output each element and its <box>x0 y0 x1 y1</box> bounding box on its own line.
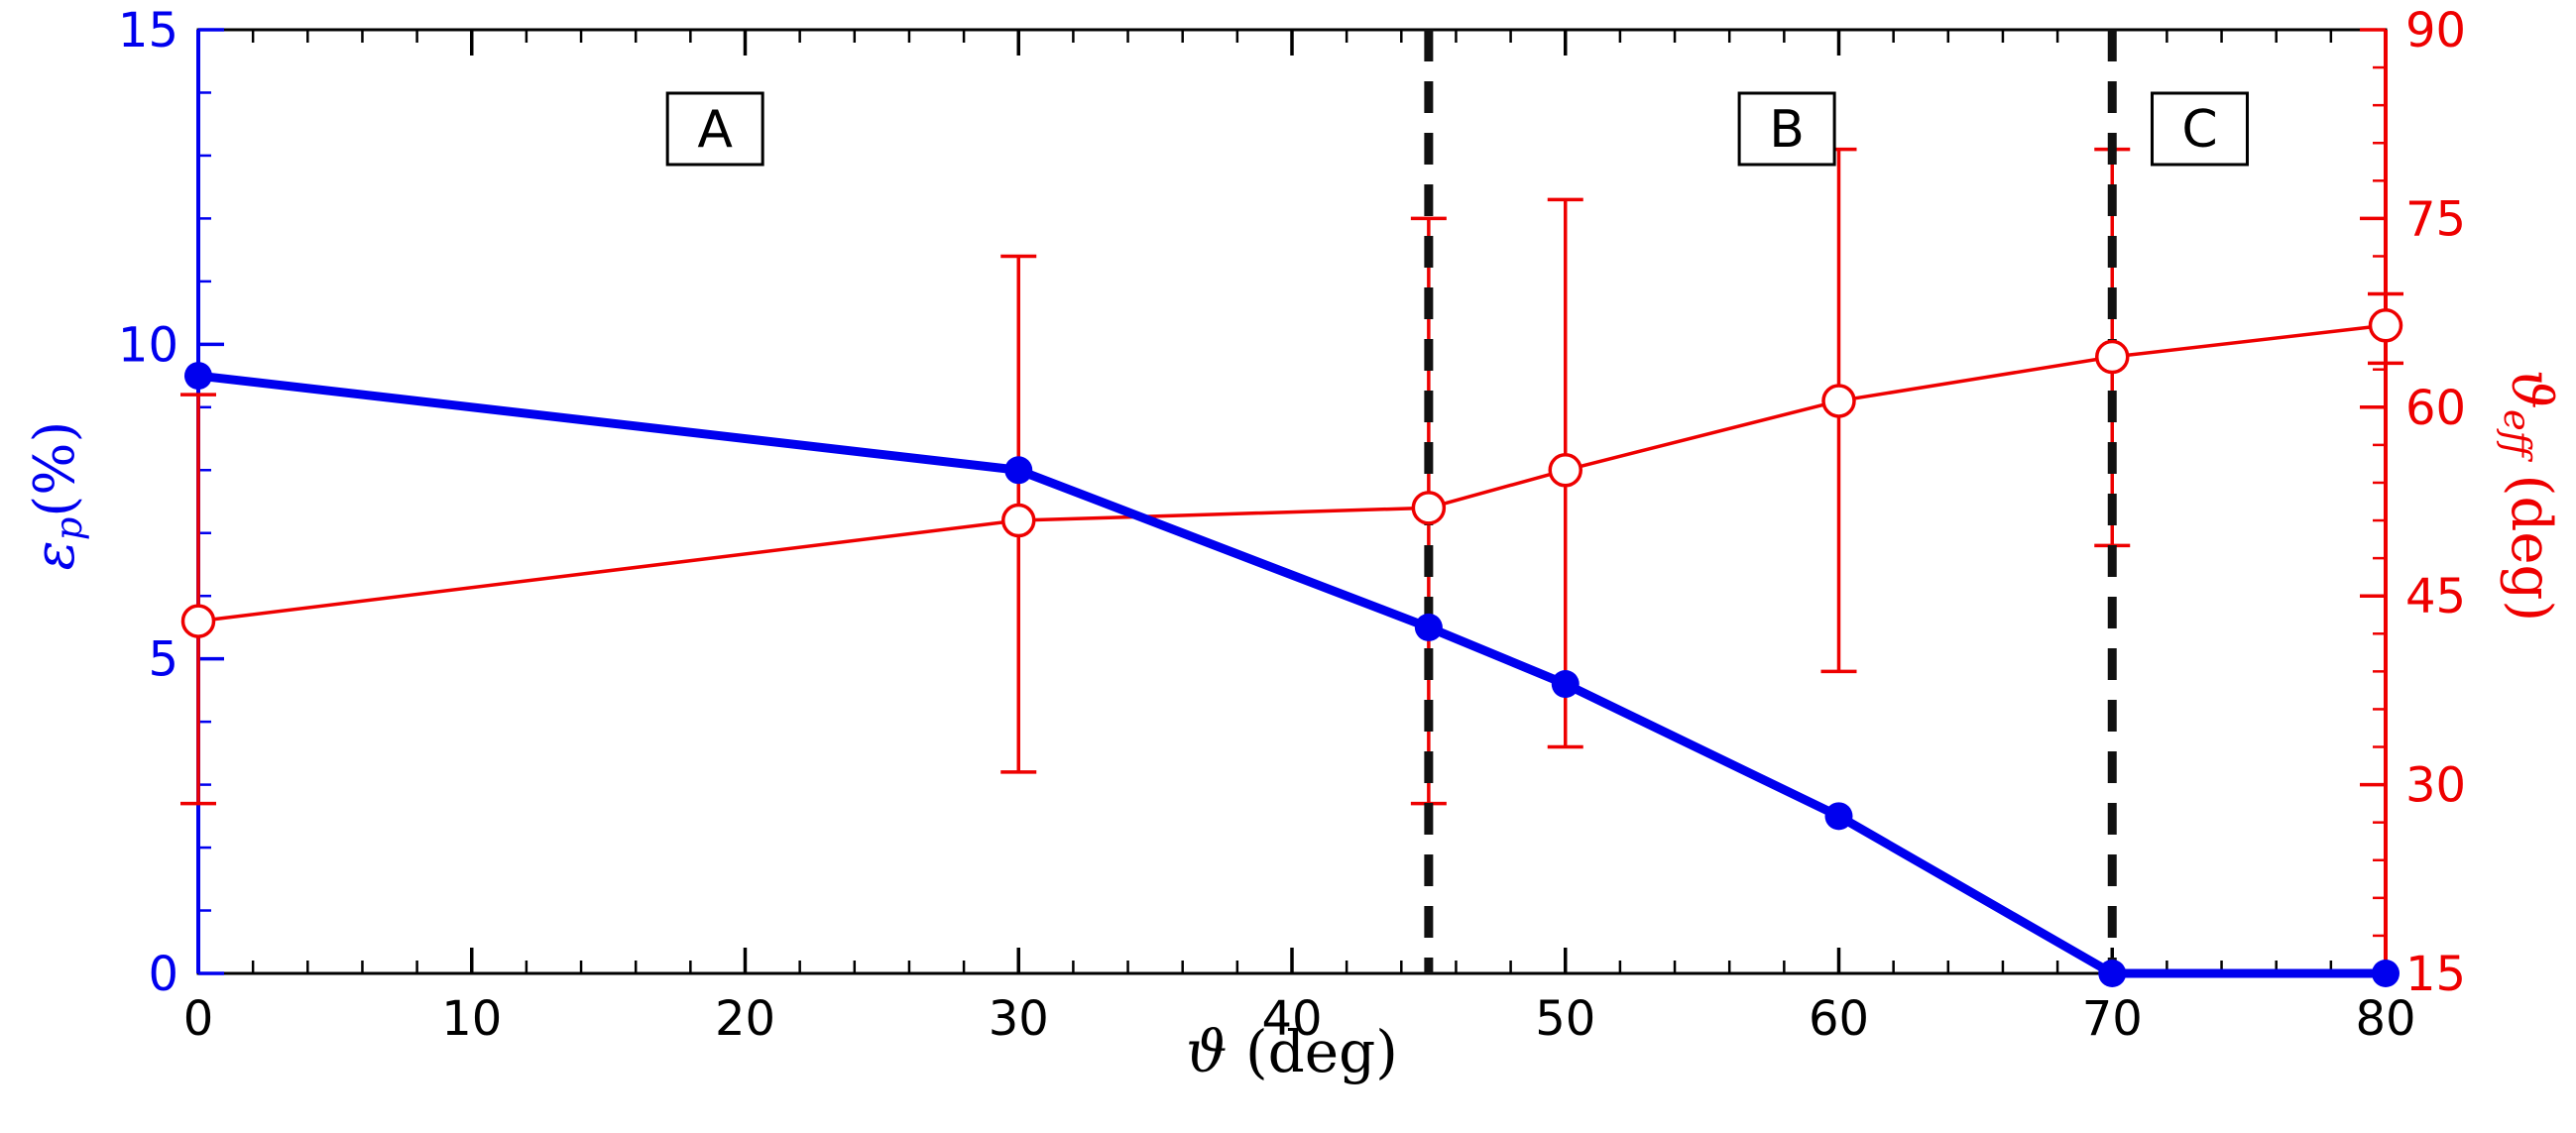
x-tick-label: 60 <box>1809 991 1869 1047</box>
epsilon-p-line <box>193 371 2391 978</box>
left-y-subscript: p <box>48 516 91 541</box>
x-axis-unit: (deg) <box>1227 1018 1398 1085</box>
x-tick-label: 50 <box>1535 991 1595 1047</box>
right-y-axis-label: ϑeff (deg) <box>2496 370 2563 622</box>
left-tick-label: 0 <box>148 947 178 1002</box>
epsilon-p-marker <box>2372 960 2400 987</box>
x-tick-label: 20 <box>715 991 775 1047</box>
theta-eff-marker <box>180 604 216 638</box>
right-tick-label: 30 <box>2405 758 2466 814</box>
left-y-unit: (%) <box>23 420 87 517</box>
right-tick-label: 15 <box>2405 947 2466 1002</box>
region-label-box <box>665 91 764 167</box>
right-tick-label: 75 <box>2405 191 2466 247</box>
x-axis-label: ϑ (deg) <box>1186 1023 1398 1080</box>
left-y-axis-label: εp(%) <box>23 421 90 571</box>
epsilon-p-marker <box>1824 802 1853 831</box>
region-label-box <box>2150 91 2249 167</box>
epsilon-p-marker <box>1414 613 1443 641</box>
right-tick-label: 45 <box>2405 569 2466 624</box>
x-tick-label: 0 <box>183 991 214 1047</box>
region-label: B <box>1769 100 1805 160</box>
right-y-unit: (deg) <box>2499 456 2563 623</box>
right-y-symbol: ϑ <box>2499 369 2563 409</box>
left-tick-label: 10 <box>118 317 178 373</box>
region-label-box <box>1737 91 1836 167</box>
x-tick-label: 80 <box>2355 991 2415 1047</box>
epsilon-p-marker <box>184 362 212 391</box>
theta-eff-marker <box>2368 308 2403 343</box>
theta-eff-marker <box>1548 453 1582 488</box>
plot-frame <box>196 28 2388 975</box>
left-y-symbol: ε <box>23 540 87 571</box>
x-tick-label: 10 <box>441 991 502 1047</box>
theta-eff-marker <box>2095 339 2130 375</box>
x-tick-label: 70 <box>2082 991 2143 1047</box>
epsilon-p-marker <box>1004 456 1033 485</box>
theta-eff-marker <box>1411 491 1447 525</box>
theta-eff-marker <box>1001 503 1036 538</box>
x-tick-label: 40 <box>1261 991 1322 1047</box>
epsilon-p-marker <box>2098 960 2127 987</box>
epsilon-p-marker <box>1551 670 1580 699</box>
right-tick-label: 90 <box>2405 3 2466 58</box>
right-y-subscript: eff <box>2495 408 2538 457</box>
left-tick-label: 15 <box>118 3 178 58</box>
theta-eff-marker <box>1821 384 1856 418</box>
left-tick-label: 5 <box>148 632 178 688</box>
x-tick-label: 30 <box>989 991 1049 1047</box>
right-tick-label: 60 <box>2405 381 2466 436</box>
region-label: C <box>2181 100 2217 160</box>
x-axis-symbol: ϑ <box>1186 1018 1228 1085</box>
region-label: A <box>697 100 733 160</box>
